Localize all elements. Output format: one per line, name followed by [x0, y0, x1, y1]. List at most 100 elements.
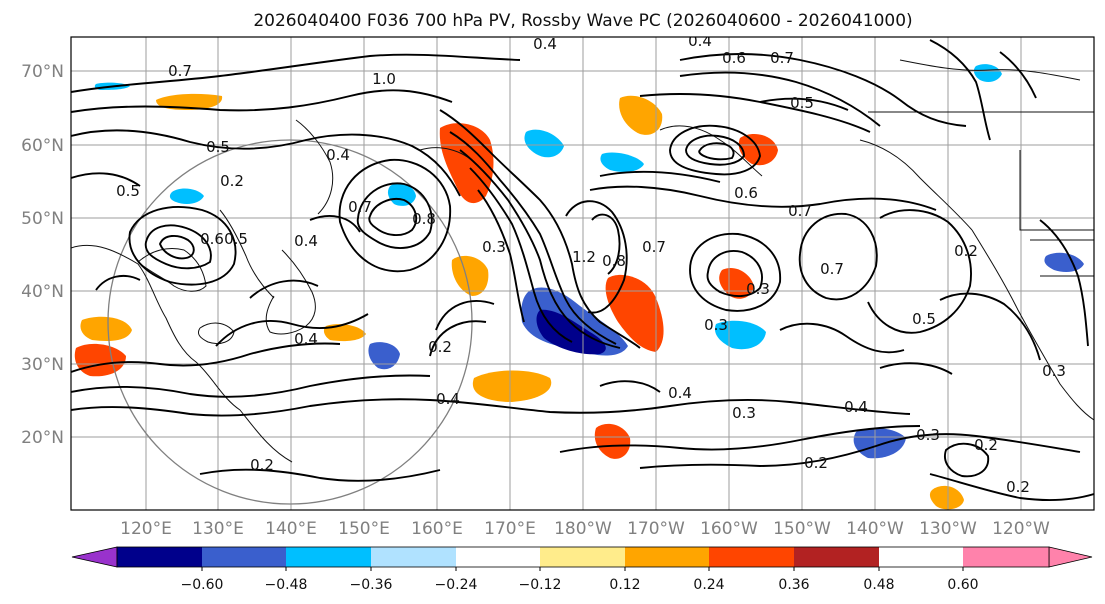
lat-label: 20°N	[21, 428, 64, 448]
contour-line	[449, 131, 617, 345]
contour-labels: 0.4 0.4 0.7 1.0 0.6 0.7 0.5 0.5 0.2 0.4 …	[116, 35, 1066, 496]
figure-title: 2026040400 F036 700 hPa PV, Rossby Wave …	[253, 11, 912, 31]
colorbar-segment	[963, 547, 1049, 567]
contour-line	[779, 322, 905, 354]
contour-line	[679, 71, 881, 127]
latitude-labels: 70°N 60°N 50°N 40°N 30°N 20°N	[21, 62, 64, 448]
colorbar-outline	[116, 546, 1050, 568]
contour-label: 0.2	[804, 454, 828, 472]
contour-line	[589, 185, 937, 211]
contour-label: 0.7	[348, 198, 372, 216]
contour-label: 0.2	[1006, 478, 1030, 496]
contour-label: 0.2	[220, 172, 244, 190]
lat-label: 30°N	[21, 355, 64, 375]
coastline	[971, 229, 1094, 421]
colorbar-tick-label: −0.12	[519, 577, 562, 593]
pos-anomaly	[619, 95, 663, 135]
colorbar-tick-label: 0.24	[693, 577, 724, 593]
contour-line	[71, 374, 431, 398]
contour-label: 0.7	[770, 49, 794, 67]
contour-label: 0.2	[428, 338, 452, 356]
map-content: 0.4 0.4 0.7 1.0 0.6 0.7 0.5 0.5 0.2 0.4 …	[71, 35, 1094, 510]
contour-line	[356, 182, 433, 249]
contour-label: 0.5	[912, 310, 936, 328]
neg-anomaly	[368, 342, 400, 370]
pos-anomaly	[929, 485, 964, 510]
pos-anomaly	[605, 274, 664, 352]
pos-anomaly	[74, 343, 126, 377]
anomaly-shading	[74, 64, 1084, 510]
lon-label: 150°W	[773, 519, 831, 539]
contour-label: 0.4	[436, 390, 460, 408]
contour-label: 0.2	[954, 242, 978, 260]
lon-label: 120°E	[120, 519, 172, 539]
colorbar-segment	[794, 547, 879, 567]
colorbar-extend-right	[1048, 546, 1093, 568]
colorbar-tick-label: −0.24	[435, 577, 478, 593]
contour-line	[639, 433, 1081, 469]
contour-line	[144, 224, 212, 270]
contour-line	[71, 342, 341, 373]
contour-label: 1.0	[372, 70, 396, 88]
contour-line	[879, 362, 953, 375]
contour-label: 0.4	[533, 35, 557, 53]
lon-label: 170°W	[627, 519, 685, 539]
neg-anomaly	[973, 64, 1002, 82]
coastline	[71, 244, 293, 463]
contour-line	[95, 275, 141, 291]
coastline	[1019, 150, 1094, 231]
coastline	[197, 322, 235, 345]
neg-anomaly	[853, 428, 906, 459]
contour-line	[929, 39, 991, 141]
contour-label: 0.4	[844, 398, 868, 416]
lon-label: 160°E	[411, 519, 463, 539]
contour-line	[689, 232, 781, 312]
neg-anomaly	[600, 152, 644, 172]
contour-label: 0.3	[732, 404, 756, 422]
contour-line	[1039, 219, 1089, 347]
contour-line	[309, 215, 361, 233]
lat-label: 70°N	[21, 62, 64, 82]
contour-line	[429, 320, 487, 357]
colorbar-segment	[456, 547, 540, 567]
contour-line	[929, 473, 1094, 502]
colorbar-segment	[540, 547, 625, 567]
contour-line	[999, 51, 1037, 99]
contour-label: 0.6	[722, 49, 746, 67]
contour-line	[591, 213, 621, 275]
lon-label: 170°E	[484, 519, 536, 539]
contour-line	[338, 159, 452, 273]
colorbar-tick-label: 0.48	[863, 577, 894, 593]
contour-label: 0.5	[790, 94, 814, 112]
contour-line	[698, 142, 735, 161]
neg-anomaly	[387, 183, 416, 206]
contour-label: 0.5	[206, 138, 230, 156]
pos-anomaly	[323, 324, 366, 342]
contour-line	[599, 380, 661, 393]
contour-line	[679, 53, 967, 127]
contour-line	[706, 250, 763, 297]
neg-anomaly	[524, 129, 564, 158]
colorbar-tick-label: −0.60	[181, 577, 224, 593]
contour-label: 1.2	[572, 248, 596, 266]
lon-label: 120°W	[992, 519, 1050, 539]
contour-label: 0.2	[250, 456, 274, 474]
colorbar-segment	[371, 547, 456, 567]
contour-label: 0.2	[974, 436, 998, 454]
contour-label: 0.3	[704, 316, 728, 334]
contour-line	[867, 209, 972, 334]
contour-line	[469, 167, 573, 343]
colorbar: −0.60 −0.48 −0.36 −0.24 −0.12 0.12 0.24 …	[71, 546, 1093, 593]
contour-label: 0.4	[294, 232, 318, 250]
colorbar-segment	[117, 547, 202, 567]
map-frame	[70, 36, 1095, 511]
lat-label: 60°N	[21, 136, 64, 156]
contour-label: 0.3	[1042, 362, 1066, 380]
contour-label: 0.7	[168, 62, 192, 80]
contour-label: 0.7	[788, 202, 812, 220]
contour-line	[199, 468, 441, 482]
contour-line	[798, 213, 878, 301]
contour-line	[71, 53, 521, 93]
lon-label: 140°E	[265, 519, 317, 539]
contour-label: 0.5	[224, 230, 248, 248]
